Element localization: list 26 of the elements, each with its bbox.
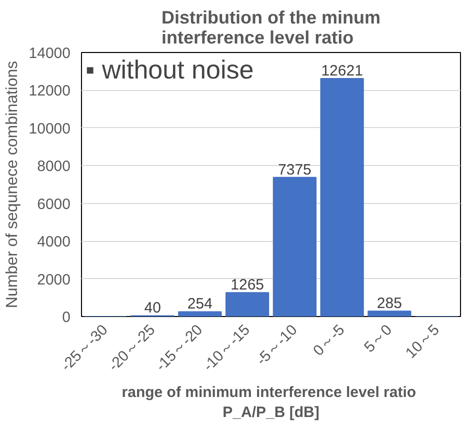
y-tick-label: 8000 bbox=[37, 158, 71, 176]
y-tick-label: 2000 bbox=[37, 271, 71, 288]
y-tick-label: 14000 bbox=[28, 45, 71, 62]
chart-title: Distribution of the minum interference level ratio bbox=[162, 8, 380, 48]
x-tick-label: 5～0 bbox=[361, 321, 396, 356]
y-tick-label: 10000 bbox=[28, 120, 71, 138]
data-label: 1265 bbox=[230, 276, 264, 294]
bar bbox=[225, 292, 270, 316]
bar bbox=[272, 176, 317, 316]
data-label: 7375 bbox=[278, 161, 312, 178]
bar bbox=[320, 78, 364, 316]
x-tick-label: 0～-5 bbox=[310, 321, 348, 360]
y-tick-label: 4000 bbox=[37, 234, 71, 251]
y-tick-label: 6000 bbox=[37, 196, 71, 213]
bar bbox=[368, 310, 412, 316]
data-label: 254 bbox=[187, 296, 212, 313]
data-label: 40 bbox=[144, 300, 161, 317]
y-tick-label: 12000 bbox=[28, 82, 71, 100]
y-axis-title: Number of sequnece combinations bbox=[4, 60, 21, 308]
x-tick-label: 10～5 bbox=[402, 321, 443, 362]
data-label: 285 bbox=[376, 295, 402, 312]
bar bbox=[178, 311, 222, 316]
x-axis-title: range of minimum interference level ratio P_A/P_B [dB] bbox=[122, 384, 416, 422]
annotation: ▪ without noise bbox=[86, 54, 254, 84]
x-tick-label: -5～-10 bbox=[253, 321, 301, 369]
data-label: 12621 bbox=[321, 62, 363, 80]
